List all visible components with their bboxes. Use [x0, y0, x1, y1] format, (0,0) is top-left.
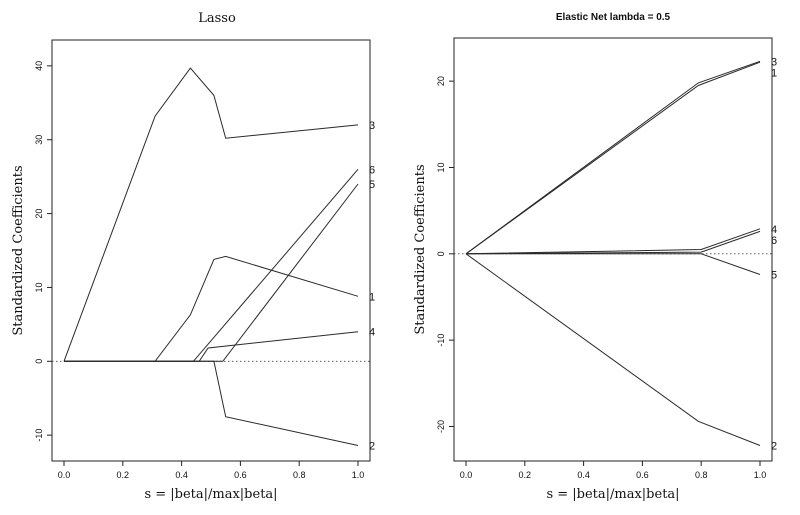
lasso-y-tick-label: 10 — [34, 282, 44, 292]
lasso-series-label-4: 4 — [369, 327, 375, 339]
elastic-net-series-line-5 — [466, 253, 761, 275]
elastic-net-title: Elastic Net lambda = 0.5 — [556, 12, 671, 23]
elastic-net-series-label-5: 5 — [771, 270, 777, 282]
lasso-panel: Lasso 0.0 0.2 0.4 0.6 0.8 1.0 -10 0 10 20 30 40 s = |… — [11, 11, 375, 502]
elastic-net-x-tick-label: 0.6 — [636, 470, 649, 480]
lasso-series-line-3 — [63, 67, 359, 362]
lasso-y-tick-label: -10 — [34, 429, 44, 442]
lasso-series-line-5 — [64, 183, 359, 362]
elastic-net-panel: Elastic Net lambda = 0.5 0.0 0.2 0.4 0.6 0.8 1… — [413, 12, 777, 502]
lasso-x-tick-label: 0.6 — [234, 470, 247, 480]
lasso-y-tick-label: 0 — [34, 359, 44, 364]
lasso-y-tick-label: 20 — [34, 209, 44, 219]
elastic-net-series-line-3 — [465, 60, 761, 255]
elastic-net-plot-frame — [453, 37, 773, 462]
elastic-net-x-tick-label: 0.4 — [577, 470, 590, 480]
elastic-net-x-tick-label: 0.0 — [460, 470, 473, 480]
elastic-net-x-axis-label: s = |beta|/max|beta| — [546, 487, 679, 502]
elastic-net-x-tick-label: 1.0 — [754, 470, 767, 480]
elastic-net-y-tick-label: 0 — [436, 251, 446, 256]
lasso-series-label-5: 5 — [369, 179, 375, 191]
lasso-series-label-1: 1 — [369, 291, 375, 303]
elastic-net-y-tick-label: 10 — [436, 162, 446, 172]
elastic-net-y-tick-label: -10 — [436, 334, 446, 347]
elastic-net-series-line-2 — [465, 253, 761, 446]
elastic-net-series-label-2: 2 — [771, 440, 777, 452]
lasso-title: Lasso — [198, 11, 236, 26]
lasso-series-line-4 — [64, 331, 359, 362]
elastic-net-x-tick-label: 0.2 — [519, 470, 532, 480]
lasso-x-tick-label: 0.0 — [58, 470, 71, 480]
lasso-y-tick-label: 40 — [34, 61, 44, 71]
lasso-series-label-2: 2 — [369, 440, 375, 452]
lasso-x-tick-label: 0.2 — [117, 470, 130, 480]
lasso-series-label-3: 3 — [369, 120, 375, 132]
elastic-net-series-line-4 — [465, 228, 761, 255]
elastic-net-y-tick-label: -20 — [436, 420, 446, 433]
lasso-x-tick-label: 0.8 — [293, 470, 306, 480]
elastic-net-series-line-6 — [465, 230, 761, 255]
elastic-net-series-label-3: 3 — [771, 56, 777, 68]
lasso-x-tick-label: 1.0 — [352, 470, 365, 480]
lasso-x-axis-label: s = |beta|/max|beta| — [144, 487, 277, 502]
elastic-net-y-axis-label: Standardized Coefficients — [413, 164, 428, 334]
elastic-net-series-line-1 — [465, 61, 761, 255]
elastic-net-series-label-6: 6 — [771, 235, 777, 247]
lasso-y-tick-label: 30 — [34, 135, 44, 145]
elastic-net-series-label-1: 1 — [771, 67, 777, 79]
lasso-series-label-6: 6 — [369, 164, 375, 176]
lasso-series-line-1 — [64, 255, 359, 362]
lasso-x-tick-label: 0.4 — [175, 470, 188, 480]
lasso-series-line-2 — [64, 360, 359, 446]
lasso-y-axis-label: Standardized Coefficients — [11, 165, 26, 335]
elastic-net-x-tick-label: 0.8 — [695, 470, 708, 480]
lasso-plot-frame — [51, 39, 371, 462]
elastic-net-series-label-4: 4 — [771, 224, 777, 236]
elastic-net-y-tick-label: 20 — [436, 76, 446, 86]
